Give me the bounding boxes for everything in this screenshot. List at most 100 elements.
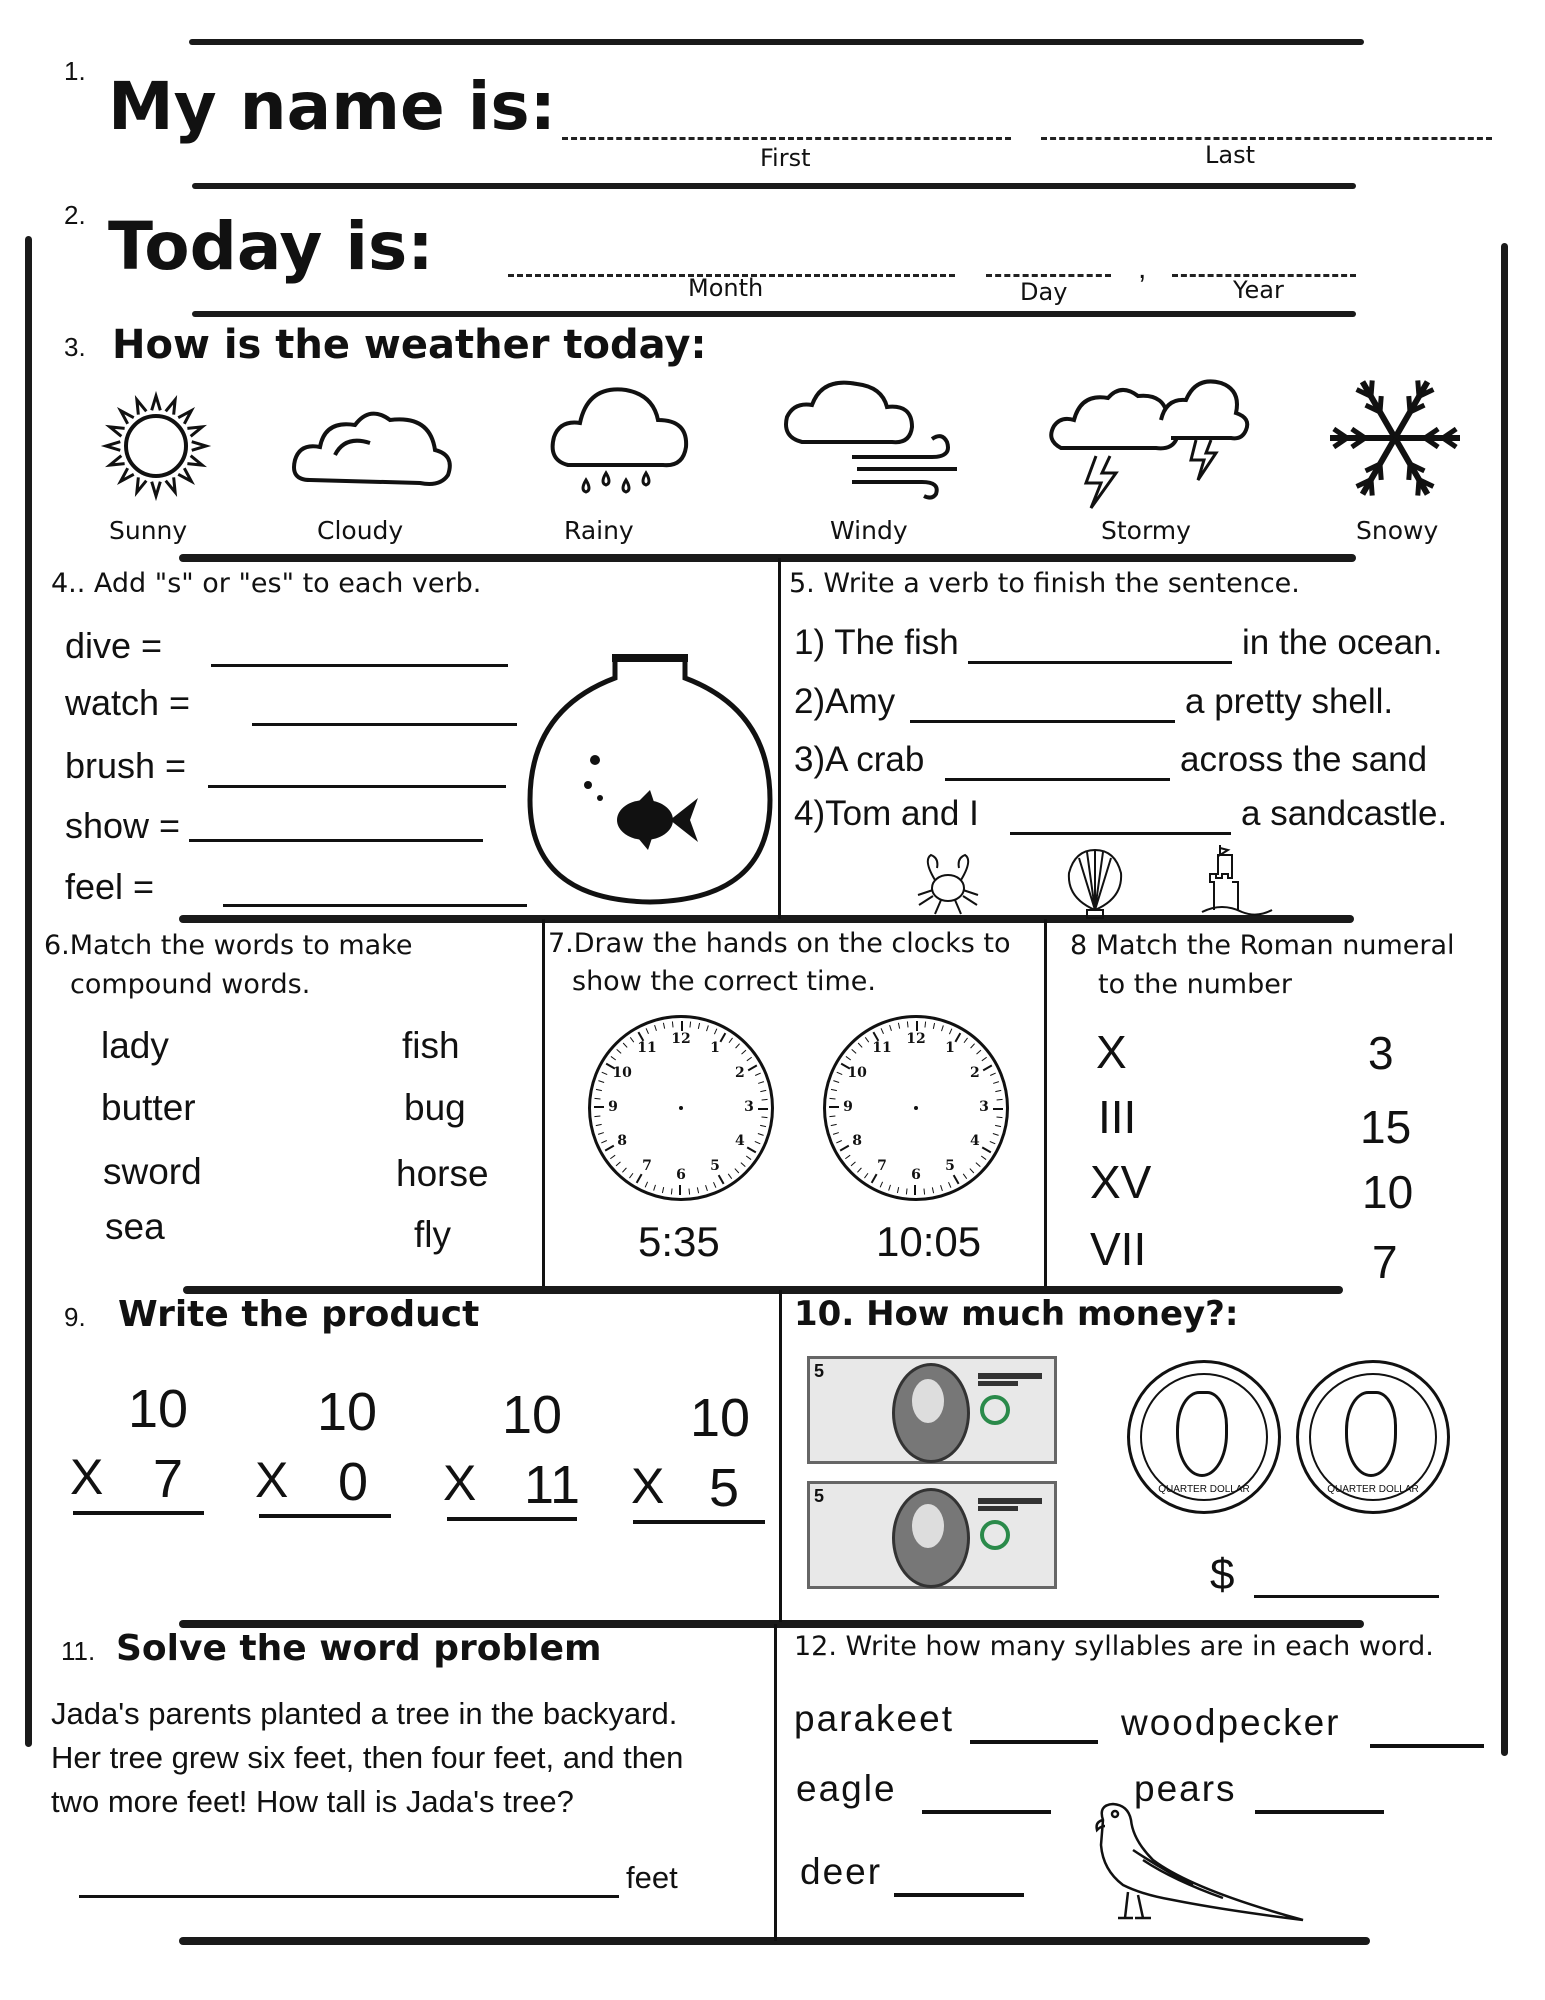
roman-numeral[interactable]: X: [1096, 1026, 1127, 1078]
clock-face[interactable]: 1 2 3 4 5 6 7 8 9 10 11 12: [588, 1015, 774, 1201]
sun-icon[interactable]: [100, 390, 212, 502]
month-field[interactable]: [508, 274, 955, 277]
verb-answer-field[interactable]: [211, 664, 508, 667]
question-number: 2.: [64, 200, 86, 230]
section-7-title: 7.Draw the hands on the clocks to: [548, 928, 1011, 959]
bill-denomination: 5: [814, 1361, 825, 1381]
divider: [779, 1290, 782, 1622]
snowflake-icon[interactable]: [1325, 368, 1465, 508]
product-answer-field[interactable]: [633, 1520, 765, 1524]
multiplicand: 10: [502, 1385, 563, 1445]
match-number[interactable]: 10: [1362, 1166, 1414, 1218]
fishbowl-icon: [527, 654, 773, 905]
year-field[interactable]: [1172, 274, 1356, 277]
syllable-answer-field[interactable]: [970, 1740, 1098, 1744]
roman-numeral[interactable]: III: [1098, 1091, 1137, 1143]
sentence-answer-field[interactable]: [1010, 832, 1231, 835]
times-sign: X: [443, 1455, 477, 1511]
syllable-answer-field[interactable]: [922, 1810, 1051, 1814]
clock-number: 8: [617, 1133, 627, 1149]
syllable-word: deer: [800, 1851, 883, 1892]
divider: [192, 311, 1356, 317]
product-answer-field[interactable]: [259, 1514, 391, 1518]
weather-option-label[interactable]: Cloudy: [317, 516, 404, 545]
first-name-field[interactable]: [562, 137, 1011, 140]
syllable-answer-field[interactable]: [894, 1893, 1024, 1897]
verb-label: feel =: [65, 866, 155, 907]
verb-answer-field[interactable]: [208, 785, 506, 788]
clock-number: 5: [710, 1157, 720, 1174]
year-label: Year: [1233, 276, 1284, 304]
problem-line: two more feet! How tall is Jada's tree?: [51, 1784, 574, 1819]
month-label: Month: [688, 274, 764, 302]
clock-number: 2: [735, 1065, 745, 1081]
quarter-coin-icon: QUARTER DOLLAR: [1127, 1360, 1281, 1514]
verb-answer-field[interactable]: [252, 723, 517, 726]
clock-center-dot: [914, 1106, 918, 1110]
weather-option-label[interactable]: Windy: [830, 516, 908, 545]
day-field[interactable]: [986, 274, 1111, 277]
clock-face[interactable]: 1 2 3 4 5 6 7 8 9 10 11 12: [823, 1015, 1009, 1201]
sentence-answer-field[interactable]: [968, 661, 1232, 664]
clock-number: 12: [906, 1031, 926, 1047]
compound-word-left[interactable]: sword: [103, 1151, 202, 1192]
sentence-start: 2)Amy: [794, 682, 896, 721]
compound-word-left[interactable]: sea: [105, 1206, 165, 1247]
section-6-title-line2: compound words.: [70, 969, 311, 1000]
name-label: My name is:: [108, 68, 557, 145]
verb-answer-field[interactable]: [189, 839, 483, 842]
compound-word-right[interactable]: horse: [396, 1153, 489, 1194]
section-10-title: 10. How much money?:: [794, 1294, 1239, 1334]
multiplier: 7: [153, 1449, 184, 1509]
dollar-sign: $: [1210, 1550, 1235, 1599]
compound-word-right[interactable]: bug: [404, 1087, 466, 1128]
clock-number: 3: [979, 1099, 989, 1115]
verb-label: show =: [65, 805, 181, 846]
compound-word-left[interactable]: butter: [101, 1087, 196, 1128]
multiplier: 0: [338, 1452, 369, 1512]
compound-word-right[interactable]: fish: [402, 1025, 460, 1066]
sentence-end: a sandcastle.: [1241, 794, 1448, 833]
wind-icon[interactable]: [782, 372, 967, 502]
multiplicand: 10: [690, 1388, 751, 1448]
section-4-title: 4.. Add "s" or "es" to each verb.: [51, 568, 482, 599]
clock-number: 3: [744, 1099, 754, 1115]
roman-numeral[interactable]: XV: [1090, 1156, 1152, 1208]
five-dollar-bill-icon: 5: [807, 1481, 1057, 1589]
storm-icon[interactable]: [1046, 368, 1256, 513]
weather-option-label[interactable]: Sunny: [109, 516, 188, 545]
rain-icon[interactable]: [548, 375, 690, 505]
clock-time-2: 10:05: [876, 1218, 982, 1265]
cloud-icon[interactable]: [290, 395, 455, 495]
weather-option-label[interactable]: Rainy: [564, 516, 634, 545]
clock-center-dot: [679, 1106, 683, 1110]
feet-answer-field[interactable]: [79, 1895, 619, 1898]
sentence-answer-field[interactable]: [945, 778, 1170, 781]
syllable-answer-field[interactable]: [1370, 1744, 1484, 1748]
divider: [542, 919, 545, 1286]
sentence-answer-field[interactable]: [910, 720, 1175, 723]
last-label: Last: [1205, 141, 1255, 169]
sandcastle-icon: [1201, 845, 1273, 916]
weather-option-label[interactable]: Snowy: [1356, 516, 1439, 545]
last-name-field[interactable]: [1041, 137, 1492, 140]
problem-line: Her tree grew six feet, then four feet, …: [51, 1740, 684, 1775]
clock-number: 4: [735, 1133, 745, 1149]
match-number[interactable]: 7: [1372, 1236, 1398, 1288]
divider: [179, 1620, 1364, 1628]
product-answer-field[interactable]: [447, 1517, 577, 1521]
clock-number: 8: [852, 1133, 862, 1149]
syllable-answer-field[interactable]: [1255, 1810, 1384, 1814]
compound-word-left[interactable]: lady: [101, 1025, 169, 1066]
product-answer-field[interactable]: [73, 1511, 204, 1515]
weather-option-label[interactable]: Stormy: [1101, 516, 1191, 545]
roman-numeral[interactable]: VII: [1090, 1223, 1147, 1275]
clock-number: 6: [676, 1167, 686, 1183]
match-number[interactable]: 15: [1360, 1101, 1412, 1153]
sentence-start: 1) The fish: [794, 623, 959, 662]
compound-word-right[interactable]: fly: [414, 1214, 451, 1255]
match-number[interactable]: 3: [1368, 1027, 1394, 1079]
money-answer-field[interactable]: [1254, 1595, 1439, 1598]
date-label: Today is:: [108, 208, 434, 285]
verb-answer-field[interactable]: [223, 904, 527, 907]
